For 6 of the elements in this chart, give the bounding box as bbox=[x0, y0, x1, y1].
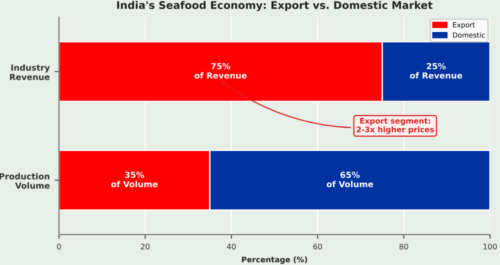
data-label: 25% of Revenue bbox=[410, 63, 462, 79]
data-label: 65% of Volume bbox=[326, 172, 374, 188]
data-label: 35% of Volume bbox=[111, 172, 158, 188]
data-label: 75% of Revenue bbox=[194, 63, 247, 79]
y-tick-label: Industry Revenue bbox=[10, 64, 50, 80]
chart-title: India's Seafood Economy: Export vs. Domestic Market bbox=[117, 0, 433, 12]
